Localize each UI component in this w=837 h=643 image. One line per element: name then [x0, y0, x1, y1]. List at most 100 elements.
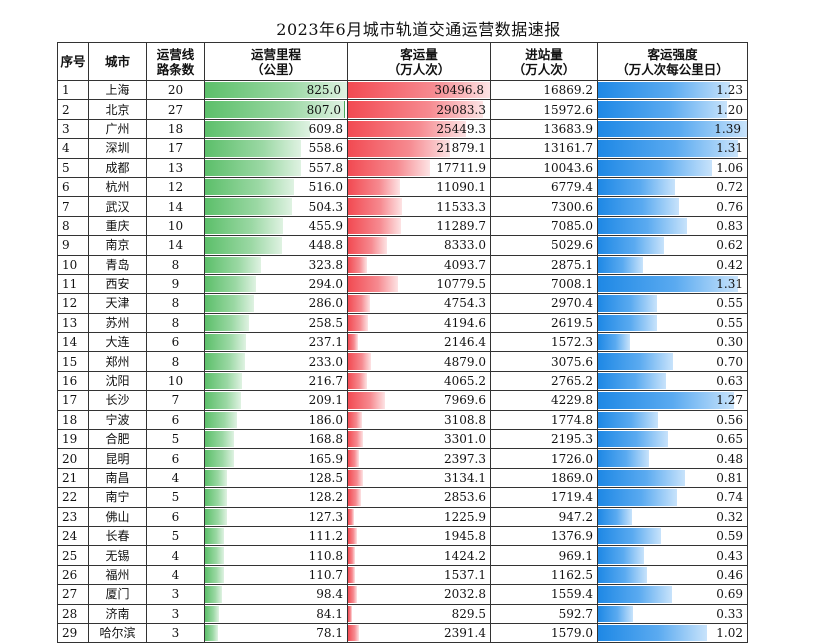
table-row: 27 厦门 3 98.4 2032.8 1559.4 0.69 [57, 584, 748, 605]
intensity-bar [598, 624, 708, 642]
cell-lines: 12 [146, 176, 205, 198]
cell-entries: 1726.0 [490, 448, 598, 469]
cell-intensity: 0.56 [597, 409, 748, 431]
header-entries-line1: 进站量 [525, 46, 563, 62]
table-row: 29 哈尔滨 3 78.1 2391.4 1579.0 1.02 [57, 622, 748, 643]
passengers-bar [348, 624, 360, 642]
cell-lines: 3 [146, 622, 205, 643]
cell-entries: 1719.4 [490, 487, 598, 508]
cell-passengers: 1225.9 [347, 506, 491, 527]
header-entries-line2: （万人次） [512, 61, 576, 77]
cell-lines: 6 [146, 448, 205, 469]
intensity-bar [598, 431, 668, 448]
cell-intensity: 0.55 [597, 293, 748, 314]
cell-city: 杭州 [88, 176, 147, 198]
intensity-value: 1.31 [716, 277, 743, 292]
cell-city: 厦门 [88, 584, 147, 605]
passengers-bar [348, 392, 386, 409]
header-intensity-line2: （万人次每公里日） [616, 61, 729, 77]
mileage-value: 78.1 [316, 626, 343, 641]
cell-entries: 10043.6 [490, 157, 598, 178]
table-row: 22 南宁 5 128.2 2853.6 1719.4 0.74 [57, 487, 748, 508]
mileage-value: 258.5 [308, 315, 343, 330]
cell-mileage: 84.1 [204, 603, 348, 624]
header-lines: 运营线 路条数 [146, 42, 205, 81]
cell-lines: 3 [146, 603, 205, 624]
cell-lines: 17 [146, 138, 205, 159]
cell-mileage: 455.9 [204, 215, 348, 237]
mileage-bar [205, 198, 292, 215]
cell-passengers: 17711.9 [347, 157, 491, 178]
cell-lines: 4 [146, 564, 205, 586]
intensity-bar [598, 353, 674, 370]
intensity-bar [598, 101, 727, 118]
cell-mileage: 825.0 [204, 79, 348, 101]
mileage-bar [205, 237, 283, 254]
header-lines-line2: 路条数 [156, 61, 195, 77]
header-intensity-line1: 客运强度 [647, 46, 698, 62]
header-entries: 进站量 （万人次） [490, 42, 598, 81]
mileage-value: 127.3 [308, 509, 343, 524]
intensity-bar [598, 508, 633, 525]
intensity-value: 0.55 [716, 296, 743, 311]
passengers-value: 4093.7 [444, 257, 486, 272]
passengers-bar [348, 237, 387, 254]
cell-mileage: 294.0 [204, 273, 348, 295]
metro-data-table: 序号 城市 运营线 路条数 运营里程 （公里） 客运量 （万人次） 进站量 （万人次） … [57, 42, 748, 643]
cell-seq: 3 [57, 118, 89, 140]
cell-passengers: 829.5 [347, 603, 491, 624]
cell-passengers: 4194.6 [347, 312, 491, 334]
cell-mileage: 165.9 [204, 448, 348, 469]
mileage-bar [205, 217, 284, 235]
cell-entries: 13683.9 [490, 118, 598, 140]
cell-passengers: 2391.4 [347, 622, 491, 643]
cell-mileage: 128.5 [204, 467, 348, 489]
cell-entries: 4229.8 [490, 390, 598, 411]
passengers-value: 30496.8 [434, 83, 484, 98]
cell-seq: 15 [57, 351, 89, 372]
mileage-value: 233.0 [308, 354, 343, 369]
mileage-value: 128.2 [308, 490, 343, 505]
cell-entries: 2765.2 [490, 370, 598, 392]
cell-city: 南宁 [88, 487, 147, 508]
table-row: 5 成都 13 557.8 17711.9 10043.6 1.06 [57, 157, 748, 178]
intensity-bar [598, 566, 648, 584]
cell-city: 昆明 [88, 448, 147, 469]
table-row: 28 济南 3 84.1 829.5 592.7 0.33 [57, 603, 748, 624]
intensity-value: 0.65 [716, 432, 743, 447]
passengers-value: 7969.6 [444, 393, 486, 408]
cell-entries: 15972.6 [490, 99, 598, 120]
table-row: 9 南京 14 448.8 8333.0 5029.6 0.62 [57, 235, 748, 256]
table-row: 15 郑州 8 233.0 4879.0 3075.6 0.70 [57, 351, 748, 372]
cell-city: 苏州 [88, 312, 147, 334]
cell-entries: 1376.9 [490, 525, 598, 547]
intensity-value: 1.39 [714, 121, 741, 136]
mileage-bar [205, 101, 345, 118]
intensity-bar [598, 217, 687, 235]
cell-intensity: 0.65 [597, 429, 748, 450]
passengers-value: 11289.7 [436, 218, 486, 233]
cell-intensity: 1.06 [597, 157, 748, 178]
passengers-value: 1225.9 [444, 509, 486, 524]
intensity-value: 0.74 [716, 490, 743, 505]
cell-lines: 20 [146, 79, 205, 101]
table-row: 13 苏州 8 258.5 4194.6 2619.5 0.55 [57, 312, 748, 334]
passengers-value: 17711.9 [436, 160, 486, 175]
mileage-bar [205, 547, 225, 564]
mileage-bar [205, 334, 246, 351]
cell-entries: 969.1 [490, 545, 598, 566]
cell-entries: 3075.6 [490, 351, 598, 372]
cell-entries: 1869.0 [490, 467, 598, 489]
mileage-bar [205, 450, 234, 467]
table-row: 18 宁波 6 186.0 3108.8 1774.8 0.56 [57, 409, 748, 431]
intensity-value: 0.46 [716, 567, 743, 582]
intensity-bar [598, 159, 712, 176]
cell-intensity: 0.46 [597, 564, 748, 586]
cell-city: 南京 [88, 235, 147, 256]
intensity-value: 0.48 [716, 451, 743, 466]
cell-passengers: 4879.0 [347, 351, 491, 372]
cell-entries: 592.7 [490, 603, 598, 624]
mileage-value: 110.7 [308, 567, 343, 582]
cell-mileage: 98.4 [204, 584, 348, 605]
mileage-bar [205, 178, 294, 196]
